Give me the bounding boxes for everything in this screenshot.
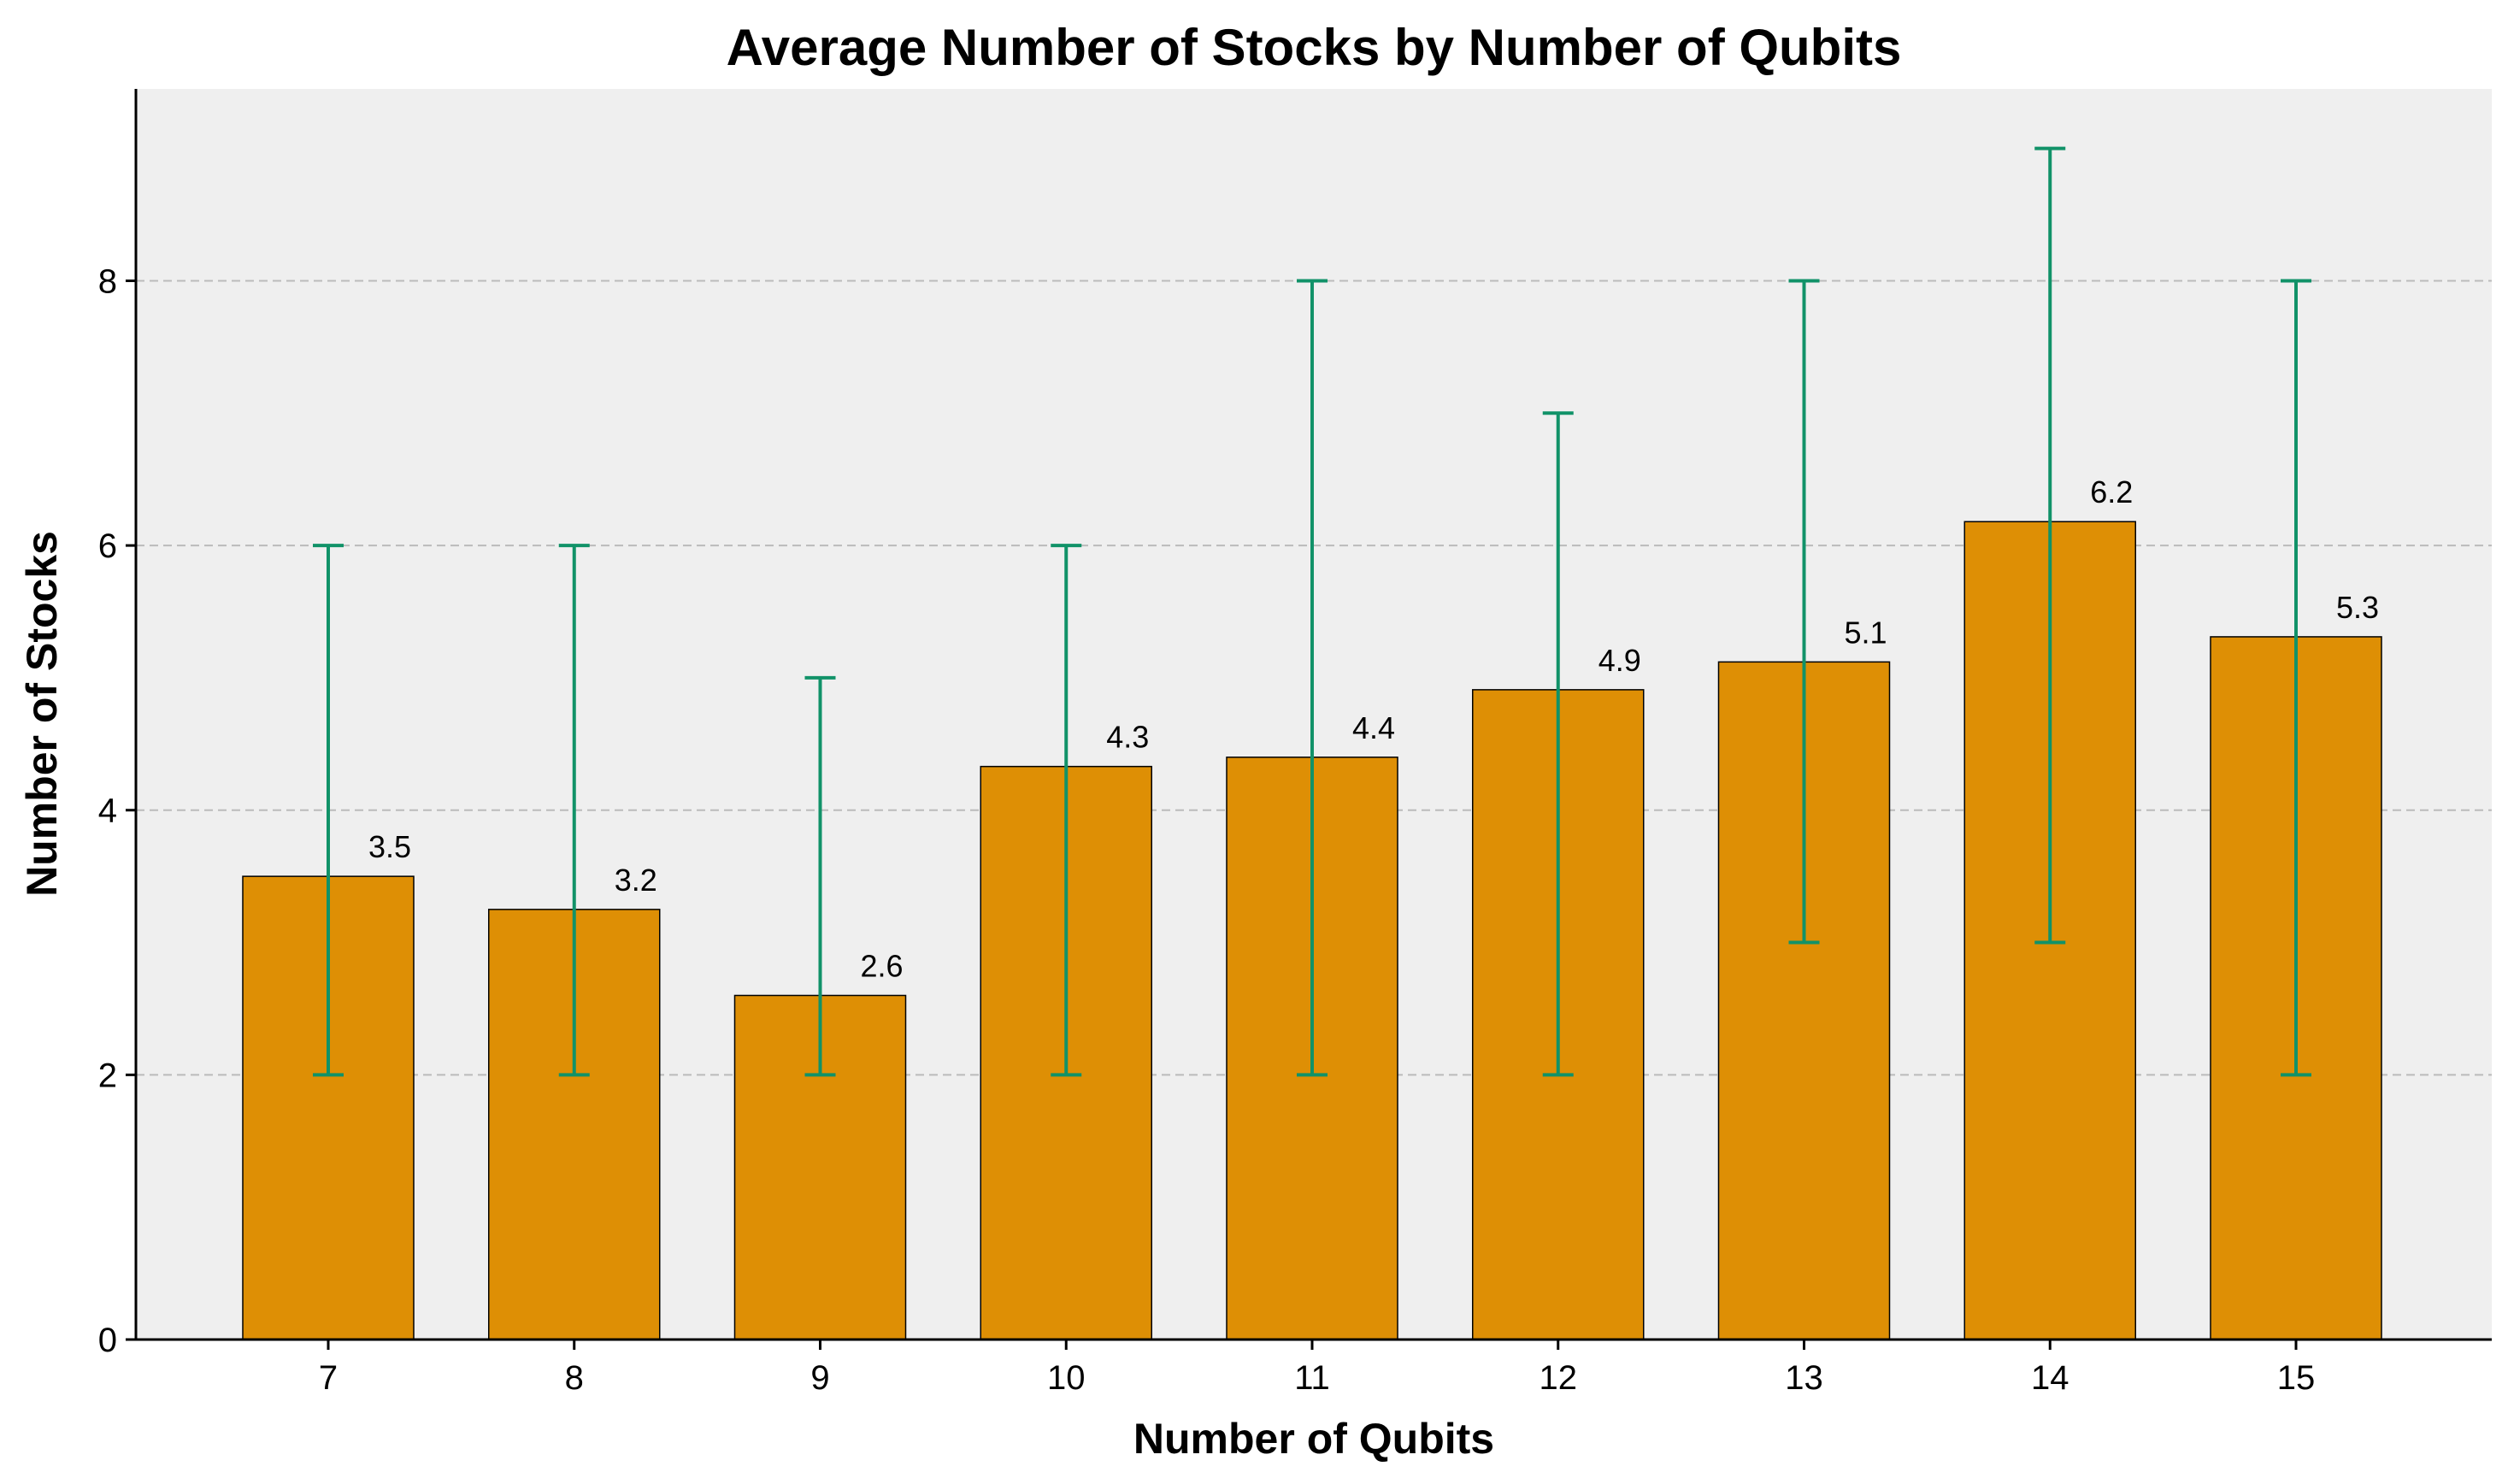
x-tick-label: 13 — [1785, 1359, 1823, 1397]
x-axis-label: Number of Qubits — [1133, 1415, 1494, 1463]
data-label: 5.3 — [2336, 590, 2379, 625]
data-label: 5.1 — [1844, 615, 1887, 650]
x-tick-label: 11 — [1294, 1359, 1330, 1397]
x-tick-label: 14 — [2031, 1359, 2069, 1397]
chart-title: Average Number of Stocks by Number of Qu… — [727, 19, 1902, 76]
data-label: 3.2 — [615, 863, 657, 898]
y-tick-label: 2 — [98, 1057, 117, 1094]
x-tick-label: 8 — [565, 1359, 584, 1397]
data-label: 2.6 — [860, 948, 903, 983]
x-tick-label: 7 — [319, 1359, 338, 1397]
error-bars — [313, 146, 2311, 1077]
data-label: 6.2 — [2090, 474, 2133, 509]
x-tick-label: 15 — [2277, 1359, 2316, 1397]
y-tick-label: 0 — [98, 1322, 117, 1359]
x-tick-label: 12 — [1540, 1359, 1578, 1397]
data-label: 4.9 — [1598, 643, 1641, 678]
data-label: 4.4 — [1352, 710, 1395, 745]
data-labels: 3.5 3.2 2.6 4.3 4.4 4.9 5.1 6.2 5.3 — [368, 474, 2379, 983]
data-label: 3.5 — [368, 829, 411, 864]
y-axis-label: Number of Stocks — [18, 531, 66, 897]
x-tick-label: 10 — [1047, 1359, 1086, 1397]
data-label: 4.3 — [1106, 720, 1149, 755]
x-ticks: 7 8 9 10 11 12 13 14 15 — [319, 1340, 2315, 1397]
y-tick-label: 4 — [98, 792, 117, 830]
y-tick-label: 6 — [98, 527, 117, 565]
x-tick-label: 9 — [810, 1359, 829, 1397]
y-tick-label: 8 — [98, 262, 117, 300]
y-ticks: 0 2 4 6 8 — [98, 262, 136, 1359]
